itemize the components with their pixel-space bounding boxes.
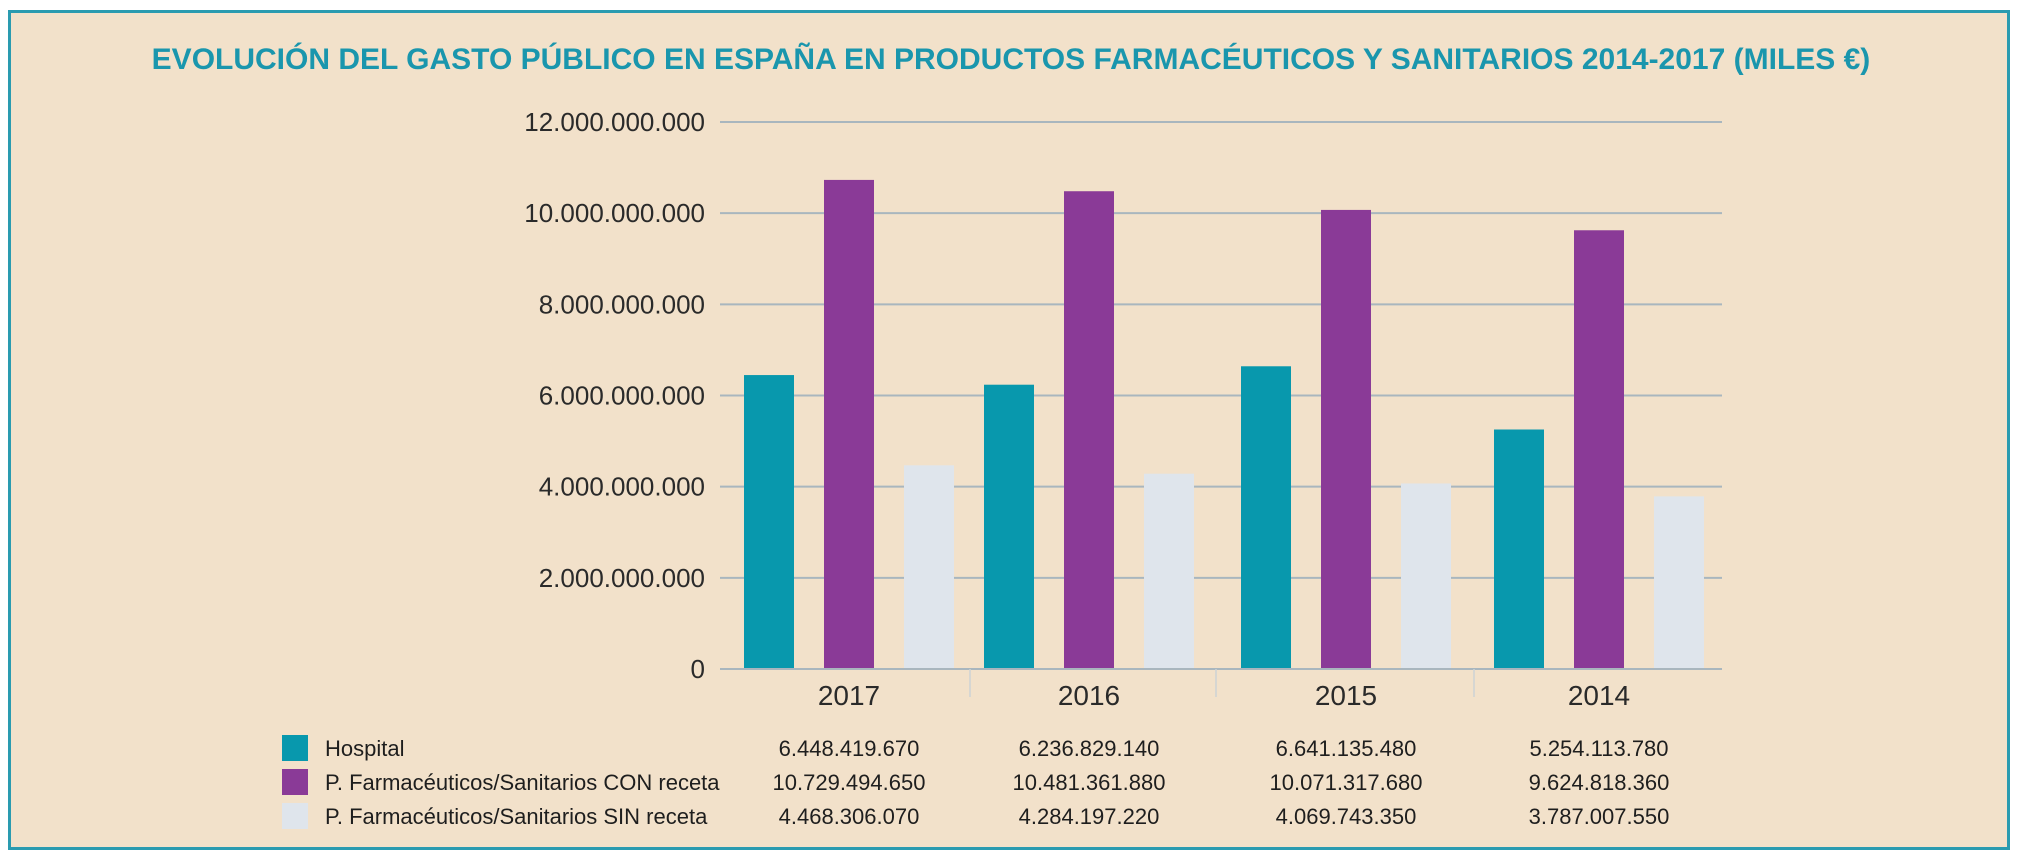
table-value: 6.448.419.670 <box>779 736 920 761</box>
legend-swatch <box>282 769 308 795</box>
table-value: 5.254.113.780 <box>1529 736 1668 761</box>
table-value: 9.624.818.360 <box>1529 770 1670 795</box>
bars <box>744 179 1704 670</box>
y-tick-label: 0 <box>691 654 705 684</box>
bar-2016-series-3 <box>1144 473 1194 669</box>
table-value: 6.641.135.480 <box>1276 736 1417 761</box>
x-tick-label: 2014 <box>1568 680 1630 711</box>
grid-lines <box>720 121 1722 579</box>
legend-swatch <box>282 803 308 829</box>
legend-table: Hospital 6.448.419.670 6.236.829.140 6.641.… <box>282 735 1669 829</box>
bar-2014-series-2 <box>1574 230 1624 670</box>
bar-2015-series-3 <box>1401 483 1451 669</box>
y-tick-label: 8.000.000.000 <box>539 289 705 319</box>
y-tick-label: 4.000.000.000 <box>539 472 705 502</box>
table-value: 6.236.829.140 <box>1019 736 1160 761</box>
bar-2015-series-2 <box>1321 209 1371 669</box>
table-value: 4.284.197.220 <box>1019 804 1160 829</box>
x-tick-label: 2015 <box>1315 680 1377 711</box>
y-tick-label: 10.000.000.000 <box>524 198 705 228</box>
x-axis <box>720 668 1722 697</box>
bar-2017-series-1 <box>744 375 794 669</box>
bar-2017-series-3 <box>904 465 954 669</box>
table-value: 10.071.317.680 <box>1270 770 1423 795</box>
bar-2016-series-1 <box>984 384 1034 669</box>
bar-2016-series-2 <box>1064 191 1114 669</box>
x-axis-ticks: 2017 2016 2015 2014 <box>818 680 1630 711</box>
legend-swatch <box>282 735 308 761</box>
x-tick-label: 2016 <box>1058 680 1120 711</box>
table-value: 10.729.494.650 <box>773 770 926 795</box>
bar-2015-series-1 <box>1241 366 1291 669</box>
table-value: 4.468.306.070 <box>779 804 920 829</box>
y-tick-label: 2.000.000.000 <box>539 563 705 593</box>
legend-label: P. Farmacéuticos/Sanitarios CON receta <box>325 770 720 795</box>
bar-2014-series-3 <box>1654 496 1704 669</box>
x-tick-label: 2017 <box>818 680 880 711</box>
y-tick-label: 6.000.000.000 <box>539 381 705 411</box>
table-value: 4.069.743.350 <box>1276 804 1417 829</box>
y-tick-label: 12.000.000.000 <box>524 107 705 137</box>
legend-label: Hospital <box>325 736 404 761</box>
y-axis-ticks: 0 2.000.000.000 4.000.000.000 6.000.000.000… <box>524 107 705 684</box>
table-value: 10.481.361.880 <box>1013 770 1166 795</box>
legend-label: P. Farmacéuticos/Sanitarios SIN receta <box>325 804 708 829</box>
chart-title: EVOLUCIÓN DEL GASTO PÚBLICO EN ESPAÑA EN… <box>152 42 1871 76</box>
bar-2017-series-2 <box>824 179 874 669</box>
bar-2014-series-1 <box>1494 429 1544 669</box>
table-value: 3.787.007.550 <box>1529 804 1670 829</box>
